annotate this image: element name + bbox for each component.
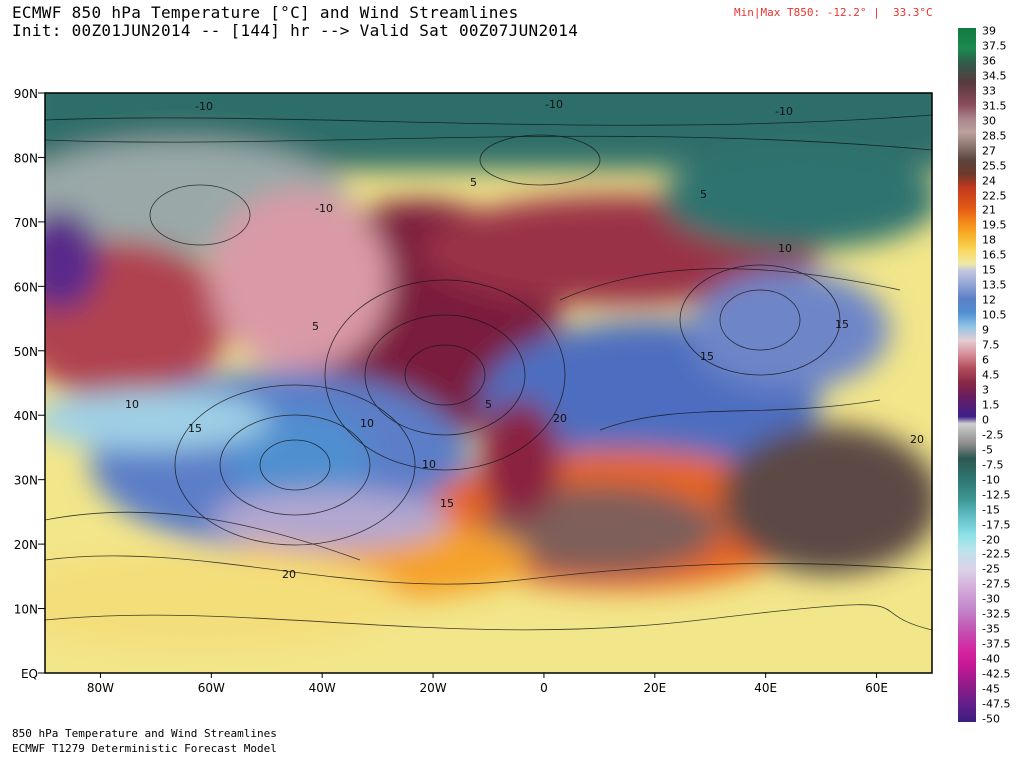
contour-label: 5	[485, 398, 492, 411]
colorbar-label: 30	[982, 114, 996, 128]
temperature-field	[45, 93, 932, 673]
colorbar-label: 16.5	[982, 248, 1007, 262]
colorbar-label: 21	[982, 203, 996, 217]
contour-label: 10	[125, 398, 139, 411]
contour-label: 20	[282, 568, 296, 581]
colorbar-label: 3	[982, 383, 989, 397]
colorbar-label: 33	[982, 84, 996, 98]
colorbar-label: -30	[982, 592, 1000, 606]
contour-label: -10	[545, 98, 563, 111]
colorbar-label: 0	[982, 413, 989, 427]
colorbar-label: -40	[982, 652, 1000, 666]
colorbar-label: 6	[982, 353, 989, 367]
colorbar-label: 31.5	[982, 99, 1007, 113]
colorbar-label: 28.5	[982, 129, 1007, 143]
min-max: Min|Max T850: -12.2° | 33.3°C	[734, 6, 933, 19]
colorbar-label: -45	[982, 682, 1000, 696]
contour-label: 20	[553, 412, 567, 425]
colorbar-label: -5	[982, 443, 993, 457]
colorbar-label: 1.5	[982, 398, 1000, 412]
lon-label: 40E	[754, 681, 777, 695]
colorbar-label: 37.5	[982, 39, 1007, 53]
colorbar-label: 25.5	[982, 159, 1007, 173]
colorbar-label: -50	[982, 712, 1000, 726]
colorbar-label: 19.5	[982, 218, 1007, 232]
lat-label: 30N	[14, 474, 38, 488]
colorbar-label: -42.5	[982, 667, 1011, 681]
contour-label: 5	[700, 188, 707, 201]
contour-label: 10	[360, 417, 374, 430]
lat-label: EQ	[21, 667, 38, 681]
lat-label: 90N	[14, 87, 38, 101]
lon-label: 20W	[419, 681, 446, 695]
contour-label: 15	[440, 497, 454, 510]
lon-label: 60W	[198, 681, 225, 695]
title: ECMWF 850 hPa Temperature [°C] and Wind …	[12, 3, 519, 22]
contour-label: 15	[188, 422, 202, 435]
contour-label: 10	[778, 242, 792, 255]
contour-label: -10	[195, 100, 213, 113]
lat-label: 50N	[14, 345, 38, 359]
colorbar-label: 13.5	[982, 278, 1007, 292]
colorbar-label: 9	[982, 323, 989, 337]
colorbar-label: 7.5	[982, 338, 1000, 352]
colorbar-label: -12.5	[982, 488, 1011, 502]
colorbar-label: -25	[982, 562, 1000, 576]
colorbar-label: -10	[982, 473, 1000, 487]
contour-label: 10	[422, 458, 436, 471]
lon-label: 0	[540, 681, 548, 695]
colorbar-label: 24	[982, 174, 996, 188]
colorbar-label: 4.5	[982, 368, 1000, 382]
lat-label: 10N	[14, 603, 38, 617]
contour-label: 5	[312, 320, 319, 333]
lat-label: 60N	[14, 280, 38, 294]
footer-line: ECMWF T1279 Deterministic Forecast Model	[12, 742, 277, 755]
contour-label: 5	[470, 176, 477, 189]
contour-label: 15	[700, 350, 714, 363]
colorbar-label: -32.5	[982, 607, 1011, 621]
colorbar-label: -37.5	[982, 637, 1011, 651]
lat-label: 70N	[14, 216, 38, 230]
colorbar-label: -15	[982, 503, 1000, 517]
colorbar-label: -47.5	[982, 697, 1011, 711]
lon-label: 60E	[865, 681, 888, 695]
colorbar	[958, 28, 976, 722]
colorbar-label: 22.5	[982, 189, 1007, 203]
lat-label: 20N	[14, 538, 38, 552]
colorbar-label: 34.5	[982, 69, 1007, 83]
subtitle: Init: 00Z01JUN2014 -- [144] hr --> Valid…	[12, 21, 579, 40]
colorbar-label: 36	[982, 54, 996, 68]
colorbar-label: 39	[982, 24, 996, 38]
contour-label: -10	[315, 202, 333, 215]
colorbar-label: -35	[982, 622, 1000, 636]
colorbar-label: 12	[982, 293, 996, 307]
colorbar-label: -22.5	[982, 547, 1011, 561]
colorbar-label: -7.5	[982, 458, 1004, 472]
colorbar-label: 10.5	[982, 308, 1007, 322]
colorbar-label: -17.5	[982, 518, 1011, 532]
contour-label: -10	[775, 105, 793, 118]
colorbar-label: 15	[982, 263, 996, 277]
map-frame	[44, 92, 933, 674]
colorbar-label: -20	[982, 533, 1000, 547]
colorbar-label: 27	[982, 144, 996, 158]
contour-label: 20	[910, 433, 924, 446]
colorbar-label: 18	[982, 233, 996, 247]
lon-label: 80W	[87, 681, 114, 695]
colorbar-label: -2.5	[982, 428, 1004, 442]
lat-label: 80N	[14, 151, 38, 165]
contour-label: 15	[835, 318, 849, 331]
lat-label: 40N	[14, 409, 38, 423]
lon-label: 20E	[643, 681, 666, 695]
lon-label: 40W	[309, 681, 336, 695]
footer-line: 850 hPa Temperature and Wind Streamlines	[12, 727, 277, 740]
colorbar-label: -27.5	[982, 577, 1011, 591]
